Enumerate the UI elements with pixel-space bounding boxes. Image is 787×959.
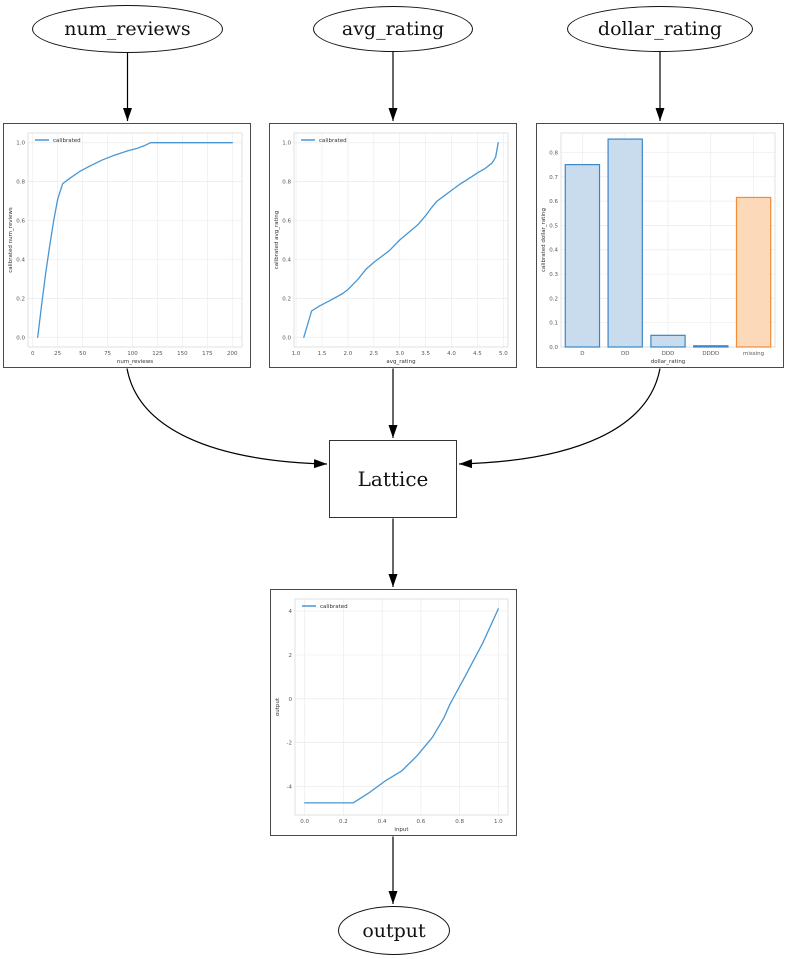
svg-text:5.0: 5.0	[499, 351, 508, 357]
plot-calibrated-num-reviews: 0 25 50 75 100 125 150 175 200 0.0 0.2 0.4 0.6 0.8 1.0…	[3, 123, 251, 368]
svg-text:0.7: 0.7	[549, 175, 558, 181]
svg-text:0.0: 0.0	[300, 819, 309, 825]
chart-calib_num_reviews: 0 25 50 75 100 125 150 175 200 0.0 0.2 0.4 0.6 0.8 1.0…	[4, 124, 250, 367]
svg-text:3.0: 3.0	[395, 351, 404, 357]
svg-text:1.0: 1.0	[292, 351, 301, 357]
svg-text:4.0: 4.0	[447, 351, 456, 357]
svg-text:0.5: 0.5	[549, 223, 558, 229]
svg-text:125: 125	[152, 351, 163, 357]
svg-text:0.3: 0.3	[549, 272, 558, 278]
svg-text:calibrated avg_rating: calibrated avg_rating	[274, 211, 280, 270]
svg-text:dollar_rating: dollar_rating	[651, 359, 686, 365]
svg-text:200: 200	[227, 351, 238, 357]
svg-text:0.2: 0.2	[16, 296, 25, 302]
svg-text:2: 2	[289, 653, 293, 659]
svg-text:0.0: 0.0	[549, 345, 558, 351]
svg-text:2.5: 2.5	[369, 351, 378, 357]
svg-text:3.5: 3.5	[421, 351, 430, 357]
svg-text:0.2: 0.2	[549, 296, 558, 302]
svg-text:missing: missing	[743, 351, 764, 357]
chart-output_calibration: 0.0 0.2 0.4 0.6 0.8 1.0 -4 -2 0 2 4 input output cali…	[271, 590, 516, 835]
node-num-reviews: num_reviews	[32, 5, 223, 53]
edge-calib-dollar-rating-to-lattice	[458, 368, 661, 469]
node-dollar-rating: dollar_rating	[567, 6, 753, 52]
svg-text:0: 0	[289, 697, 293, 703]
svg-text:calibrated num_reviews: calibrated num_reviews	[8, 207, 14, 273]
plot-calibrated-avg-rating: 1.0 1.5 2.0 2.5 3.0 3.5 4.0 4.5 5.0 0.0 0.2 0.4 0.6 0…	[269, 123, 517, 368]
svg-text:0.2: 0.2	[282, 296, 291, 302]
svg-text:4.5: 4.5	[473, 351, 482, 357]
svg-text:50: 50	[79, 351, 86, 357]
svg-text:calibrated dollar_rating: calibrated dollar_rating	[541, 208, 547, 272]
svg-text:0.0: 0.0	[282, 335, 291, 341]
chart-calib_avg_rating: 1.0 1.5 2.0 2.5 3.0 3.5 4.0 4.5 5.0 0.0 0.2 0.4 0.6 0…	[270, 124, 516, 367]
svg-text:0.6: 0.6	[416, 819, 425, 825]
plot-output-calibration: 0.0 0.2 0.4 0.6 0.8 1.0 -4 -2 0 2 4 input output cali…	[270, 589, 517, 836]
node-avg-rating: avg_rating	[313, 6, 473, 52]
svg-text:75: 75	[104, 351, 111, 357]
svg-text:0.8: 0.8	[455, 819, 464, 825]
node-output-label: output	[362, 919, 426, 942]
edge-calib-num-reviews-to-lattice	[126, 368, 328, 469]
svg-text:1.0: 1.0	[494, 819, 503, 825]
svg-text:0.6: 0.6	[282, 219, 291, 225]
svg-text:avg_rating: avg_rating	[386, 359, 415, 365]
svg-text:0.4: 0.4	[378, 819, 387, 825]
svg-text:calibrated: calibrated	[319, 138, 347, 144]
svg-text:calibrated: calibrated	[53, 138, 81, 144]
svg-text:0: 0	[31, 351, 35, 357]
svg-text:1.5: 1.5	[318, 351, 327, 357]
svg-text:4: 4	[289, 609, 293, 615]
svg-text:-4: -4	[287, 784, 293, 790]
svg-text:0.4: 0.4	[549, 248, 558, 254]
svg-text:input: input	[394, 827, 409, 833]
svg-text:1.0: 1.0	[282, 141, 291, 147]
svg-text:calibrated: calibrated	[320, 604, 348, 610]
svg-text:0.6: 0.6	[16, 219, 25, 225]
svg-text:num_reviews: num_reviews	[117, 359, 153, 365]
svg-text:150: 150	[177, 351, 188, 357]
svg-text:0.6: 0.6	[549, 199, 558, 205]
node-avg-rating-label: avg_rating	[341, 18, 445, 40]
svg-text:D: D	[580, 351, 584, 357]
svg-text:DDDD: DDDD	[702, 351, 719, 357]
node-num-reviews-label: num_reviews	[64, 18, 191, 40]
svg-text:100: 100	[127, 351, 138, 357]
svg-text:DD: DD	[621, 351, 629, 357]
svg-text:0.8: 0.8	[549, 150, 558, 156]
node-lattice-label: Lattice	[357, 467, 429, 491]
svg-text:0.2: 0.2	[339, 819, 348, 825]
svg-text:output: output	[275, 697, 281, 716]
svg-text:DDD: DDD	[662, 351, 675, 357]
svg-text:175: 175	[202, 351, 213, 357]
svg-text:-2: -2	[287, 741, 292, 747]
svg-text:0.8: 0.8	[282, 180, 291, 186]
svg-text:0.4: 0.4	[282, 257, 291, 263]
svg-text:0.0: 0.0	[16, 335, 25, 341]
svg-text:0.4: 0.4	[16, 257, 25, 263]
plot-calibrated-dollar-rating: D DD DDD DDDD missing 0.0 0.1 0.2 0.3 0.4 0.5 0.6 0.…	[536, 123, 784, 368]
svg-text:0.8: 0.8	[16, 180, 25, 186]
node-output: output	[338, 906, 450, 955]
svg-text:2.0: 2.0	[344, 351, 353, 357]
svg-text:25: 25	[54, 351, 61, 357]
node-lattice: Lattice	[329, 440, 457, 518]
svg-text:0.1: 0.1	[549, 321, 558, 327]
svg-text:1.0: 1.0	[16, 141, 25, 147]
node-dollar-rating-label: dollar_rating	[597, 18, 723, 40]
chart-calib_dollar_rating: D DD DDD DDDD missing0.00.10.20.30.40.50.60.…	[537, 124, 783, 367]
